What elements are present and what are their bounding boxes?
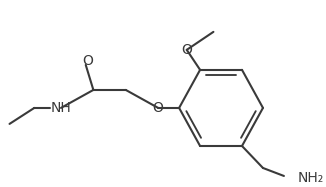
Text: O: O	[82, 54, 93, 68]
Text: O: O	[181, 43, 192, 57]
Text: NH₂: NH₂	[297, 171, 323, 185]
Text: NH: NH	[51, 101, 71, 115]
Text: O: O	[153, 101, 164, 115]
